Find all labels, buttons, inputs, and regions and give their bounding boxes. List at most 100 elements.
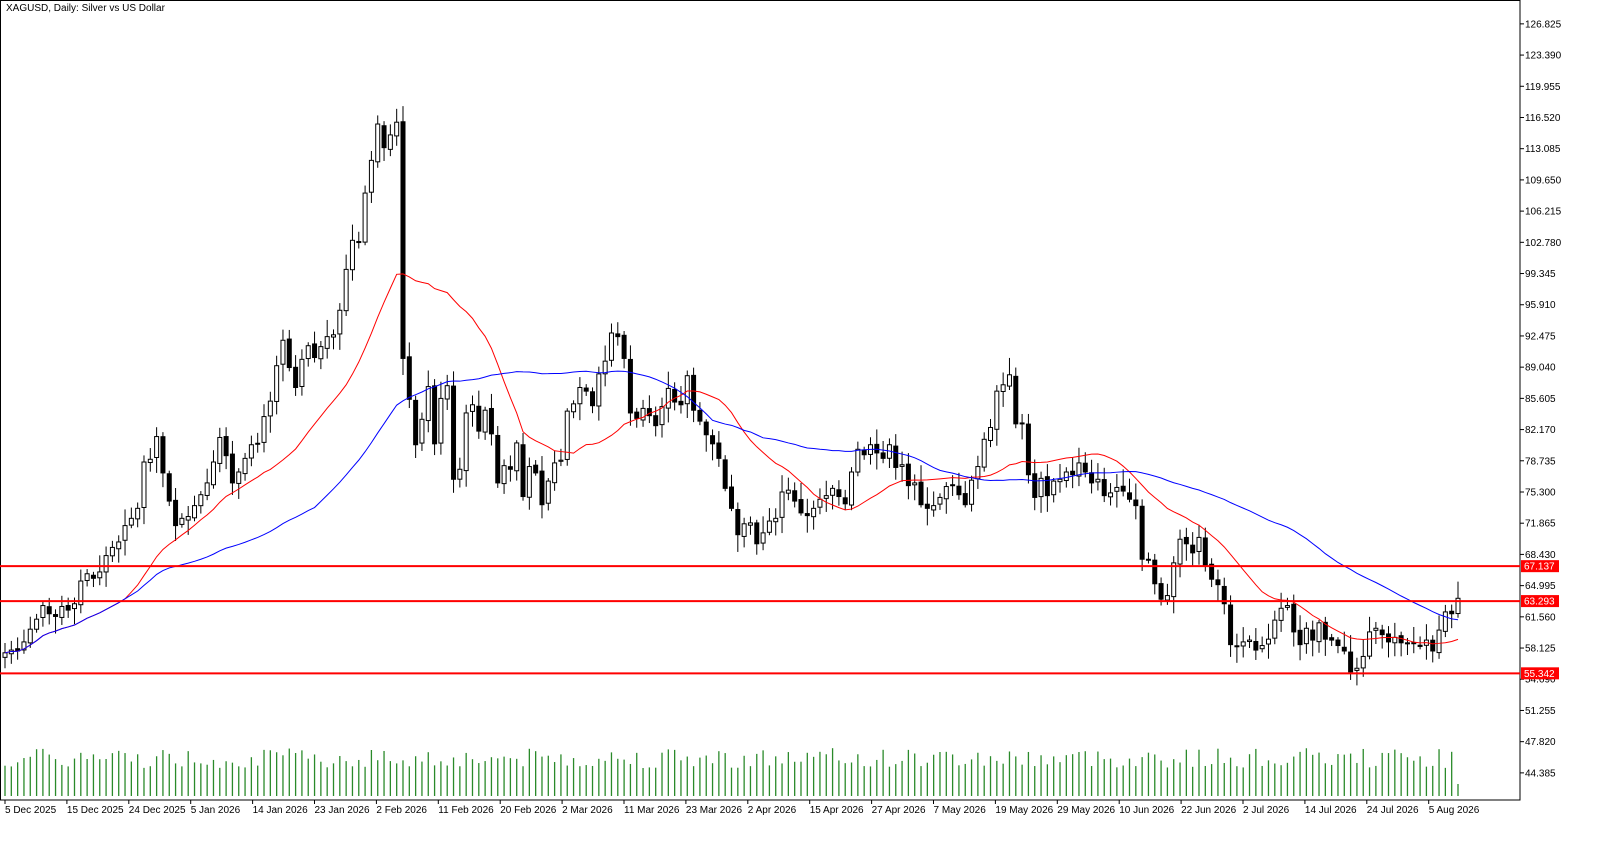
candle-body [905,463,911,487]
candle-body [331,334,337,338]
candle-body [1139,505,1145,560]
candle-body [1101,479,1107,497]
candle-body [1089,472,1095,484]
candle-body [1240,641,1246,647]
candle-body [381,125,387,149]
candle-body [545,480,551,504]
candle-body [507,466,513,470]
y-tick-label: 47.820 [1525,737,1556,748]
y-tick-label: 54.690 [1525,675,1556,686]
candle-body [716,442,722,459]
candle-body [937,496,943,505]
y-tick-label: 78.735 [1525,456,1556,467]
candle-body [583,387,589,392]
candle-body [571,403,577,413]
candle-body [1303,627,1309,645]
x-tick-label: 11 Mar 2026 [624,805,680,816]
candle-body [1051,480,1057,496]
x-tick-label: 15 Dec 2025 [67,805,124,816]
x-tick-label: 7 May 2026 [934,805,987,816]
candle-body [1190,544,1196,554]
candle-body [552,462,558,484]
candle-body [59,605,65,618]
candle-body [1126,492,1132,500]
candle-body [444,385,450,400]
candle-body [419,418,425,444]
candle-body [520,444,526,498]
candle-body [950,484,956,487]
candle-body [627,358,633,414]
candle-body [103,555,109,573]
candle-body [558,459,564,462]
candle-body [90,574,96,579]
candle-body [280,339,286,365]
candle-body [337,309,343,335]
candle-body [653,415,659,427]
candle-body [564,410,570,460]
price-level-label: 63.293 [1524,597,1555,608]
candle-body [1259,645,1265,650]
ma-fast-line [4,273,1459,654]
candle-body [293,366,299,389]
candle-body [969,479,975,505]
candle-body [577,387,583,405]
candle-body [754,522,760,545]
candle-body [267,400,273,417]
candle-body [299,358,305,387]
candle-body [1114,486,1120,492]
candle-body [1284,605,1290,608]
candle-body [34,618,40,630]
candle-body [141,461,147,508]
candle-body [318,346,324,360]
candle-body [792,490,798,502]
candle-body [425,386,431,422]
candle-body [1025,423,1031,476]
candle-body [1202,537,1208,567]
x-tick-label: 5 Dec 2025 [5,805,57,816]
candle-body [1019,422,1025,425]
candle-body [691,374,697,411]
y-tick-label: 92.475 [1525,331,1556,342]
candle-body [943,486,949,500]
x-tick-label: 23 Jan 2026 [315,805,370,816]
candle-body [830,487,836,496]
y-tick-label: 51.255 [1525,706,1556,717]
candle-body [861,449,867,456]
candle-body [994,390,1000,430]
candle-body [640,407,646,421]
candle-body [785,489,791,494]
y-tick-label: 71.865 [1525,519,1556,530]
y-tick-label: 75.300 [1525,487,1556,498]
candle-body [931,505,937,511]
candle-body [438,397,444,444]
candle-body [1316,622,1322,643]
candle-body [836,489,842,498]
candle-body [1215,579,1221,586]
candle-body [236,471,242,484]
candle-body [1253,640,1259,651]
candle-body [1348,651,1354,673]
price-level-label: 55.342 [1524,669,1555,680]
plot-frame [0,0,1521,801]
candle-body [286,338,292,369]
candle-body [457,468,463,480]
candle-body [811,507,817,518]
candle-body [621,334,627,359]
x-tick-label: 20 Feb 2026 [500,805,557,816]
candle-body [40,605,46,618]
candle-body [703,421,709,436]
x-tick-label: 5 Aug 2026 [1429,805,1480,816]
candle-body [109,546,115,557]
candle-body [912,482,918,486]
candle-body [1070,470,1076,476]
candle-body [1044,476,1050,497]
candle-body [678,400,684,406]
candle-body [1177,538,1183,565]
candle-body [1430,639,1436,652]
y-tick-label: 44.385 [1525,768,1556,779]
x-tick-label: 19 May 2026 [995,805,1053,816]
candle-body [684,375,690,405]
candle-body [1449,610,1455,615]
candle-body [204,482,210,496]
